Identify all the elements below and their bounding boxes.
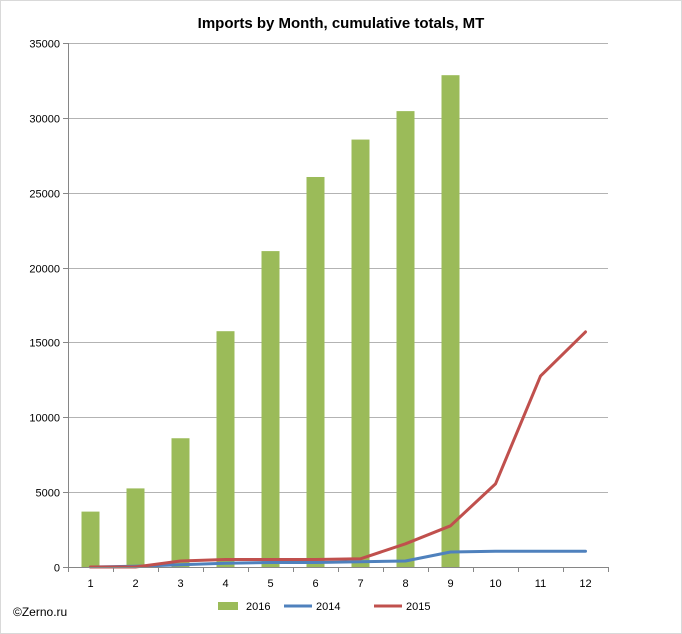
y-tick-label: 20000 — [29, 264, 60, 276]
copyright-text: ©Zerno.ru — [13, 605, 67, 619]
bar-2016 — [81, 511, 100, 567]
y-tick-label: 10000 — [29, 413, 60, 425]
bar-2016 — [171, 438, 190, 567]
y-tick-label: 0 — [54, 563, 60, 575]
legend-swatch-2016 — [218, 602, 238, 610]
line-series-2015 — [89, 330, 587, 569]
gridlines — [63, 43, 608, 568]
x-tick-label: 9 — [447, 578, 453, 590]
x-tick-label: 7 — [357, 578, 363, 590]
x-tick-label: 8 — [402, 578, 408, 590]
bar-2016 — [216, 331, 235, 567]
x-tick-label: 6 — [312, 578, 318, 590]
x-tick-label: 10 — [489, 578, 501, 590]
bar-series-group — [81, 75, 460, 568]
bar-2016 — [396, 111, 415, 568]
bar-2016 — [306, 176, 325, 567]
y-tick-label: 25000 — [29, 189, 60, 201]
x-tick-label: 3 — [177, 578, 183, 590]
y-tick-label: 5000 — [36, 488, 60, 500]
y-tick-label: 15000 — [29, 338, 60, 350]
x-tick-label: 12 — [579, 578, 591, 590]
bar-2016 — [351, 139, 370, 567]
legend: 2016 2014 2015 — [218, 601, 430, 613]
bar-2016 — [261, 251, 280, 568]
y-tick-label: 35000 — [29, 39, 60, 51]
legend-label-2015: 2015 — [406, 601, 430, 613]
axes — [68, 43, 609, 572]
legend-label-2016: 2016 — [246, 601, 270, 613]
legend-label-2014: 2014 — [316, 601, 340, 613]
x-tick-label: 5 — [267, 578, 273, 590]
y-tick-label: 30000 — [29, 114, 60, 126]
x-tick-label: 1 — [87, 578, 93, 590]
x-tick-label: 4 — [222, 578, 228, 590]
y-axis-tick-labels: 0 5000 10000 15000 20000 25000 30000 35000 — [29, 39, 60, 575]
chart-title: Imports by Month, cumulative totals, MT — [198, 15, 485, 32]
x-axis-tick-labels: 1 2 3 4 5 6 7 8 9 10 11 12 — [87, 578, 591, 590]
line-series-2014 — [89, 549, 587, 569]
bar-2016 — [126, 488, 145, 567]
line-series-group — [89, 330, 587, 569]
x-tick-label: 11 — [535, 578, 546, 590]
bar-2016 — [441, 75, 460, 567]
x-tick-label: 2 — [132, 578, 138, 590]
